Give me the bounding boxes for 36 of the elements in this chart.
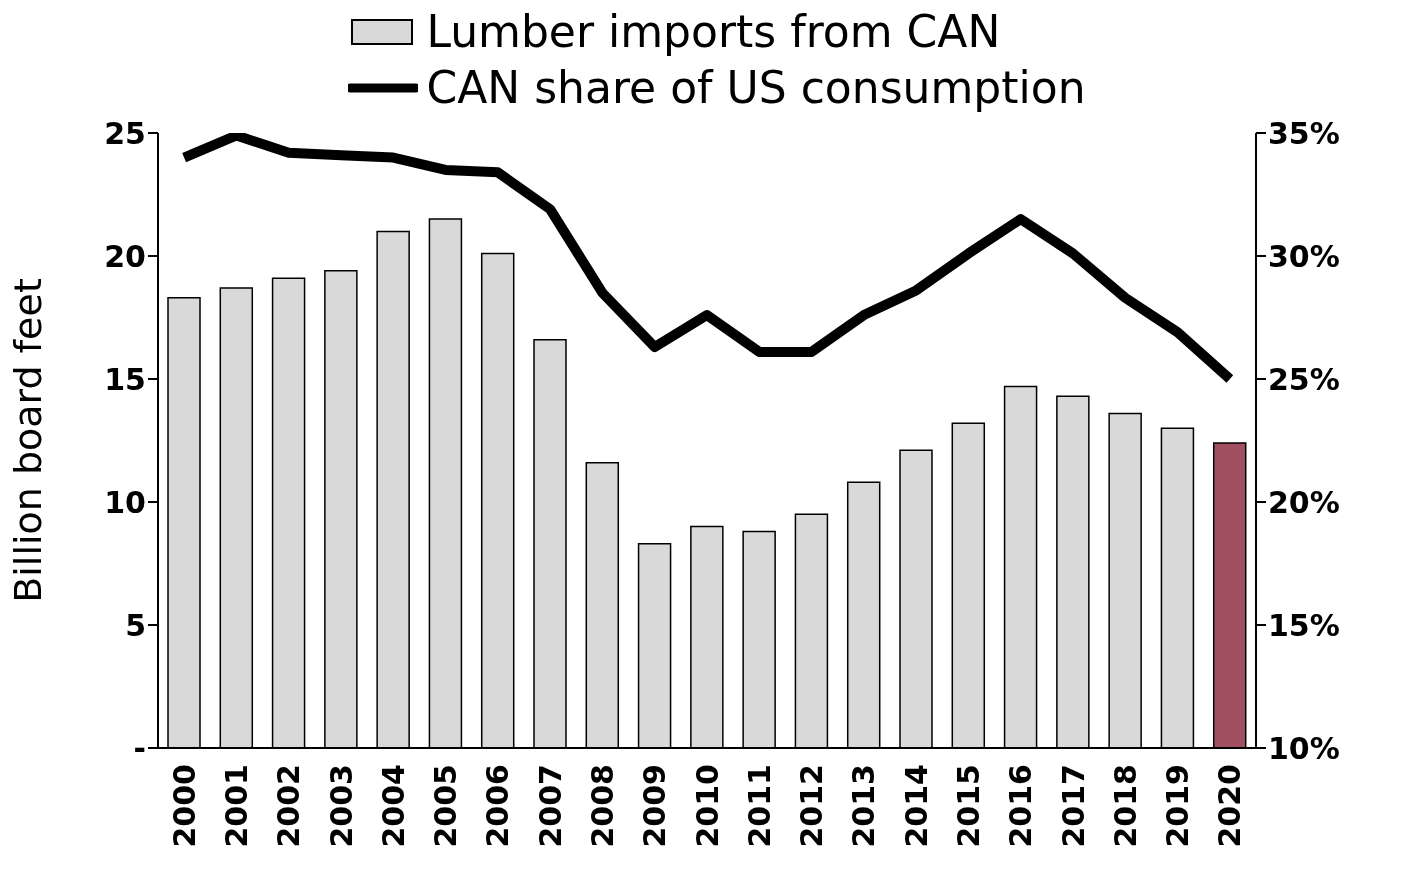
- x-tick-label: 2002: [271, 764, 307, 848]
- y2-tick-label: 15%: [1268, 607, 1340, 643]
- y-tick-label: -: [133, 730, 146, 766]
- x-tick-label: 2009: [637, 764, 673, 848]
- y-tick-label: 5: [125, 607, 146, 643]
- x-tick-label: 2006: [480, 764, 516, 848]
- y2-tick-label: 10%: [1268, 730, 1340, 766]
- x-tick-label: 2003: [323, 764, 359, 848]
- x-tick-label: 2014: [898, 764, 934, 848]
- y2-tick-label: 35%: [1268, 115, 1340, 151]
- y2-tick-label: 25%: [1268, 361, 1340, 397]
- legend-label: Lumber imports from CAN: [426, 6, 1001, 57]
- x-tick-label: 2004: [375, 764, 411, 848]
- x-tick-label: 2018: [1107, 764, 1143, 848]
- x-tick-label: 2013: [846, 764, 882, 848]
- x-tick-label: 2000: [166, 764, 202, 848]
- x-tick-label: 2008: [584, 764, 620, 848]
- x-tick-label: 2016: [1003, 764, 1039, 848]
- x-tick-label: 2012: [794, 764, 830, 848]
- y2-tick-label: 20%: [1268, 484, 1340, 520]
- x-tick-label: 2019: [1160, 764, 1196, 848]
- y-tick-label: 20: [104, 238, 146, 274]
- x-tick-label: 2010: [689, 764, 725, 848]
- y-tick-label: 10: [104, 484, 146, 520]
- y-axis-title: Billion board feet: [6, 278, 51, 603]
- x-tick-label: 2015: [950, 764, 986, 848]
- legend-label: CAN share of US consumption: [426, 62, 1086, 113]
- x-tick-label: 2001: [218, 764, 254, 848]
- x-tick-label: 2011: [741, 764, 777, 848]
- y-tick-label: 25: [104, 115, 146, 151]
- x-tick-label: 2007: [532, 764, 568, 848]
- y2-tick-label: 30%: [1268, 238, 1340, 274]
- x-tick-label: 2020: [1212, 764, 1248, 848]
- x-tick-label: 2017: [1055, 764, 1091, 848]
- y-tick-label: 15: [104, 361, 146, 397]
- x-tick-label: 2005: [428, 764, 464, 848]
